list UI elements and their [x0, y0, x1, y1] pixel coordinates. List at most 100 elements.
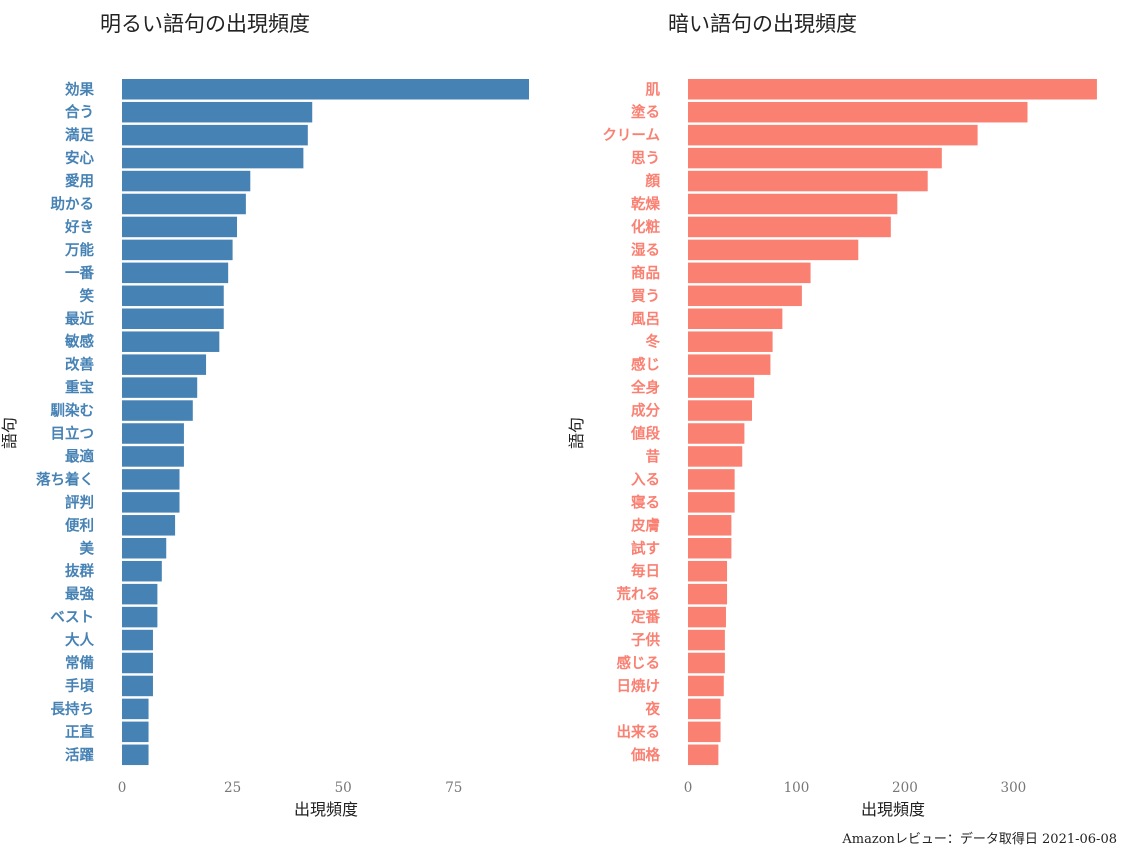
- category-label: 笑: [80, 287, 95, 305]
- x-tick-label: 25: [224, 780, 241, 796]
- category-label: 入る: [631, 471, 660, 488]
- category-label: 合う: [64, 103, 94, 121]
- category-label: 改善: [65, 356, 94, 374]
- category-label: 長持ち: [51, 700, 95, 718]
- category-label: 敏感: [64, 333, 94, 351]
- category-label: 安心: [65, 149, 94, 167]
- x-tick-label: 100: [784, 780, 810, 796]
- bar: [688, 538, 732, 559]
- bright-phrases-panel: 明るい語句の出現頻度 効果合う満足安心愛用助かる好き万能一番笑最近敏感改善重宝馴…: [0, 12, 529, 819]
- x-tick-label: 0: [118, 780, 127, 796]
- bar: [122, 652, 153, 674]
- category-label: 毎日: [631, 562, 660, 580]
- category-label: 愛用: [65, 172, 94, 190]
- bar: [688, 377, 755, 398]
- category-label: ベスト: [50, 609, 94, 626]
- bar: [688, 606, 726, 628]
- bar: [122, 239, 233, 261]
- category-label: 一番: [65, 264, 94, 282]
- bar: [688, 193, 898, 215]
- bar: [688, 469, 735, 490]
- category-label: 効果: [65, 80, 94, 98]
- category-label: 馴染む: [51, 402, 95, 420]
- bar: [122, 400, 193, 421]
- bar: [688, 744, 719, 766]
- category-label: 便利: [65, 516, 94, 534]
- category-labels: 効果合う満足安心愛用助かる好き万能一番笑最近敏感改善重宝馴染む目立つ最適落ち着く…: [36, 80, 95, 764]
- category-label: 常備: [65, 654, 94, 672]
- bar: [688, 147, 942, 169]
- category-label: 最適: [65, 447, 94, 465]
- category-label: 出来る: [617, 723, 661, 741]
- x-tick-label: 300: [1001, 780, 1027, 796]
- bar: [688, 446, 743, 467]
- bar: [122, 469, 180, 490]
- x-tick-labels: 0 25 50 75: [118, 780, 463, 796]
- y-axis-title: 語句: [0, 417, 19, 449]
- x-tick-label: 75: [445, 780, 462, 796]
- bar-group: [122, 79, 529, 766]
- category-label: 活躍: [65, 746, 94, 764]
- bar: [122, 285, 224, 307]
- bar: [688, 308, 783, 329]
- bar: [122, 216, 238, 238]
- bar: [122, 538, 167, 559]
- category-label: 子供: [631, 631, 660, 649]
- bar: [122, 698, 149, 720]
- category-label: 成分: [631, 402, 660, 420]
- bar: [688, 124, 978, 146]
- x-tick-label: 200: [892, 780, 918, 796]
- category-label: 冬: [646, 333, 661, 351]
- bar: [122, 446, 184, 467]
- bar: [122, 583, 158, 605]
- category-label: 最近: [65, 310, 94, 328]
- bar: [688, 492, 735, 513]
- bar: [122, 262, 229, 284]
- bar: [122, 193, 246, 215]
- chart-title: 明るい語句の出現頻度: [100, 12, 310, 36]
- bar: [688, 79, 1097, 100]
- category-label: 荒れる: [617, 585, 661, 603]
- category-label: 手頃: [65, 677, 94, 695]
- category-label: 寝る: [631, 493, 660, 511]
- category-label: 湿る: [631, 242, 660, 259]
- chart-title: 暗い語句の出現頻度: [668, 12, 857, 36]
- bar: [688, 698, 721, 720]
- category-label: 重宝: [65, 379, 94, 397]
- category-labels: 肌塗るクリーム思う顔乾燥化粧湿る商品買う風呂冬感じ全身成分値段昔入る寝る皮膚試す…: [602, 81, 660, 764]
- category-label: 試す: [631, 539, 660, 557]
- category-label: 正直: [65, 723, 94, 741]
- category-label: 乾燥: [631, 195, 660, 213]
- bar: [688, 652, 725, 674]
- category-label: 定番: [631, 608, 660, 626]
- category-label: 万能: [64, 241, 94, 259]
- x-tick-label: 0: [684, 780, 693, 796]
- bar: [688, 515, 732, 536]
- bar: [122, 515, 176, 536]
- bar: [122, 744, 149, 766]
- category-label: 満足: [65, 126, 94, 144]
- category-label: 夜: [645, 700, 661, 718]
- category-label: 塗る: [631, 103, 660, 121]
- category-label: 評判: [65, 493, 94, 511]
- bar: [122, 606, 158, 628]
- x-tick-label: 50: [335, 780, 352, 796]
- category-label: 助かる: [51, 195, 95, 213]
- bar: [122, 492, 180, 513]
- category-label: 昔: [646, 447, 661, 465]
- dark-phrases-panel: 暗い語句の出現頻度 肌塗るクリーム思う顔乾燥化粧湿る商品買う風呂冬感じ全身成分値…: [567, 12, 1097, 819]
- category-label: 肌: [646, 81, 661, 98]
- bar: [688, 262, 811, 284]
- category-label: 落ち着く: [36, 470, 94, 488]
- bar: [122, 170, 251, 192]
- category-label: 値段: [630, 425, 660, 443]
- x-tick-labels: 0 100 200 300: [684, 780, 1027, 796]
- bar: [688, 170, 928, 192]
- category-label: 化粧: [631, 218, 660, 236]
- bar: [688, 285, 802, 307]
- category-label: 美: [80, 539, 95, 557]
- bar: [688, 331, 773, 352]
- bar: [688, 629, 725, 651]
- category-label: 目立つ: [51, 425, 95, 443]
